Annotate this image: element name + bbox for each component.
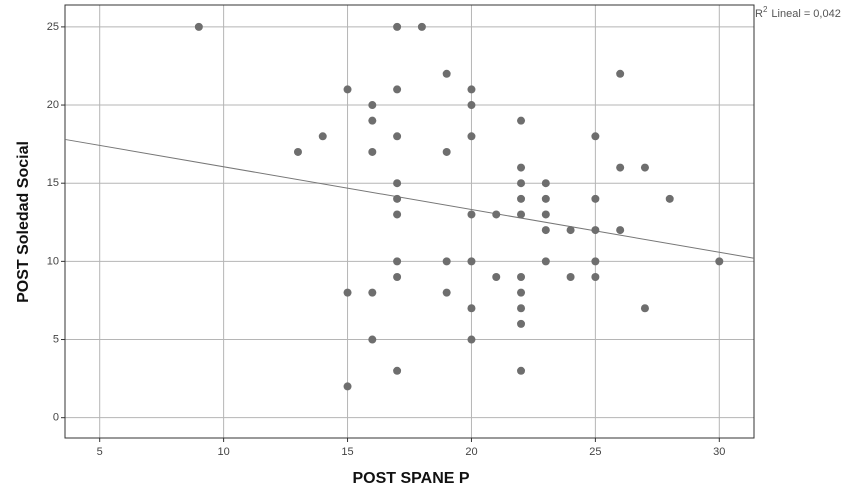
point	[517, 272, 526, 281]
point	[715, 257, 724, 266]
point	[591, 272, 600, 281]
point	[541, 179, 550, 188]
x-tick-label: 5	[97, 446, 103, 458]
point	[393, 210, 402, 219]
point	[517, 319, 526, 328]
point	[368, 288, 377, 297]
point	[517, 288, 526, 297]
annotation-text: Lineal = 0,042	[771, 8, 840, 20]
point	[467, 101, 476, 110]
x-axis-label: POST SPANE P	[352, 470, 469, 487]
point	[467, 210, 476, 219]
x-tick-label: 15	[341, 446, 353, 458]
x-tick-label: 25	[589, 446, 601, 458]
point	[467, 85, 476, 94]
point	[442, 69, 451, 78]
point	[517, 116, 526, 125]
point	[393, 132, 402, 141]
point	[566, 226, 575, 235]
point	[442, 257, 451, 266]
plot-frame	[64, 4, 755, 439]
point	[517, 304, 526, 313]
point	[368, 335, 377, 344]
point	[467, 304, 476, 313]
point	[616, 163, 625, 172]
point	[368, 147, 377, 156]
point	[541, 194, 550, 203]
x-tick-label: 10	[217, 446, 229, 458]
point	[293, 147, 302, 156]
y-axis-label: POST Soledad Social	[15, 141, 32, 303]
point	[492, 210, 501, 219]
point	[591, 194, 600, 203]
point	[541, 210, 550, 219]
point	[665, 194, 674, 203]
point	[393, 194, 402, 203]
plot-area	[64, 4, 755, 439]
annotation-prefix: R	[755, 8, 763, 20]
point	[442, 147, 451, 156]
point	[318, 132, 327, 141]
y-tick-label: 25	[47, 21, 59, 33]
point	[517, 210, 526, 219]
point	[393, 179, 402, 188]
point	[541, 226, 550, 235]
fit-line	[64, 138, 755, 259]
point	[194, 22, 203, 31]
y-tick-label: 15	[47, 177, 59, 189]
y-tick-label: 0	[53, 412, 59, 424]
point	[640, 163, 649, 172]
point	[517, 366, 526, 375]
y-tick-label: 10	[47, 255, 59, 267]
point	[517, 179, 526, 188]
x-tick-label: 30	[713, 446, 725, 458]
point	[591, 132, 600, 141]
y-tick-label: 5	[53, 333, 59, 345]
point	[591, 257, 600, 266]
x-tick-label: 20	[465, 446, 477, 458]
y-tick-label: 20	[47, 99, 59, 111]
point	[492, 272, 501, 281]
point	[368, 101, 377, 110]
point	[343, 382, 352, 391]
point	[467, 132, 476, 141]
annotation-sup: 2	[763, 5, 768, 14]
point	[616, 226, 625, 235]
annotation: R2 Lineal = 0,042	[755, 5, 841, 20]
point	[417, 22, 426, 31]
point	[541, 257, 550, 266]
point	[566, 272, 575, 281]
point	[343, 288, 352, 297]
point	[616, 69, 625, 78]
point	[591, 226, 600, 235]
point	[393, 366, 402, 375]
point	[393, 272, 402, 281]
point	[517, 194, 526, 203]
point	[467, 335, 476, 344]
point	[467, 257, 476, 266]
point	[442, 288, 451, 297]
point	[393, 22, 402, 31]
point	[640, 304, 649, 313]
point	[343, 85, 352, 94]
point	[393, 257, 402, 266]
point	[517, 163, 526, 172]
point	[393, 85, 402, 94]
point	[368, 116, 377, 125]
